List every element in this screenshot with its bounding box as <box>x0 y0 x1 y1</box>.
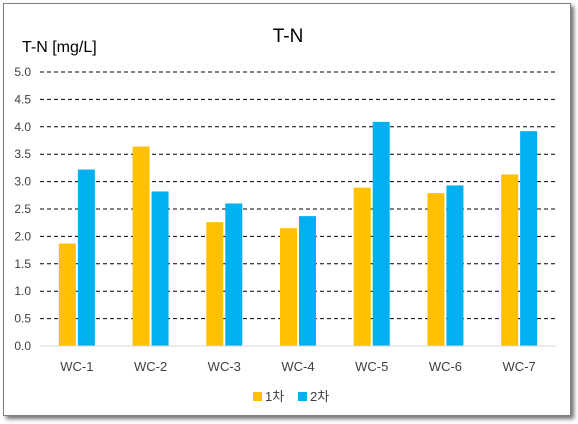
bar-series-2 <box>372 121 390 346</box>
y-tick-label: 1.5 <box>14 257 31 271</box>
bar-series-1 <box>427 193 445 346</box>
y-tick-label: 2.0 <box>14 229 31 243</box>
bar-series-2 <box>225 203 243 346</box>
bar-series-2 <box>151 191 169 346</box>
legend-swatch <box>253 392 262 401</box>
bar-series-2 <box>299 216 316 346</box>
legend-label: 1차 <box>265 389 284 404</box>
bar-series-1 <box>280 228 297 346</box>
x-tick-label: WC-1 <box>60 359 93 374</box>
x-tick-label: WC-4 <box>281 359 314 374</box>
y-tick-labels: 0.0 0.5 1.0 1.5 2.0 2.5 3.0 3.5 4.0 4.5 5.0 <box>14 65 31 353</box>
gridlines <box>40 71 556 320</box>
x-tick-label: WC-3 <box>208 359 241 374</box>
bar-series-1 <box>132 146 150 346</box>
legend: 1차 2차 <box>253 389 329 404</box>
y-tick-label: 0.0 <box>14 339 31 353</box>
bar-series-2 <box>520 131 538 346</box>
bar-series-1 <box>58 243 76 346</box>
bar-series-1 <box>501 174 519 346</box>
x-tick-label: WC-5 <box>355 359 388 374</box>
bar-series-2 <box>446 185 464 346</box>
x-axis: WC-1 WC-2 WC-3 WC-4 WC-5 WC-6 WC-7 <box>40 345 556 374</box>
y-axis-label: T-N [mg/L] <box>22 39 97 56</box>
legend-swatch <box>298 392 307 401</box>
x-tick-label: WC-6 <box>429 359 462 374</box>
bar-series-2 <box>77 169 95 346</box>
bars <box>58 121 538 346</box>
legend-label: 2차 <box>310 389 329 404</box>
x-tick-label: WC-2 <box>134 359 167 374</box>
chart-title: T-N <box>273 26 304 47</box>
x-tick-label: WC-7 <box>503 359 536 374</box>
y-tick-label: 0.5 <box>14 312 31 326</box>
y-tick-label: 3.5 <box>14 147 31 161</box>
y-tick-label: 2.5 <box>14 202 31 216</box>
y-tick-label: 4.0 <box>14 120 31 134</box>
y-tick-label: 4.5 <box>14 92 31 106</box>
bar-series-1 <box>353 187 371 346</box>
y-tick-label: 1.0 <box>14 284 31 298</box>
y-tick-label: 3.0 <box>14 175 31 189</box>
y-tick-label: 5.0 <box>14 65 31 79</box>
bar-series-1 <box>206 222 224 346</box>
